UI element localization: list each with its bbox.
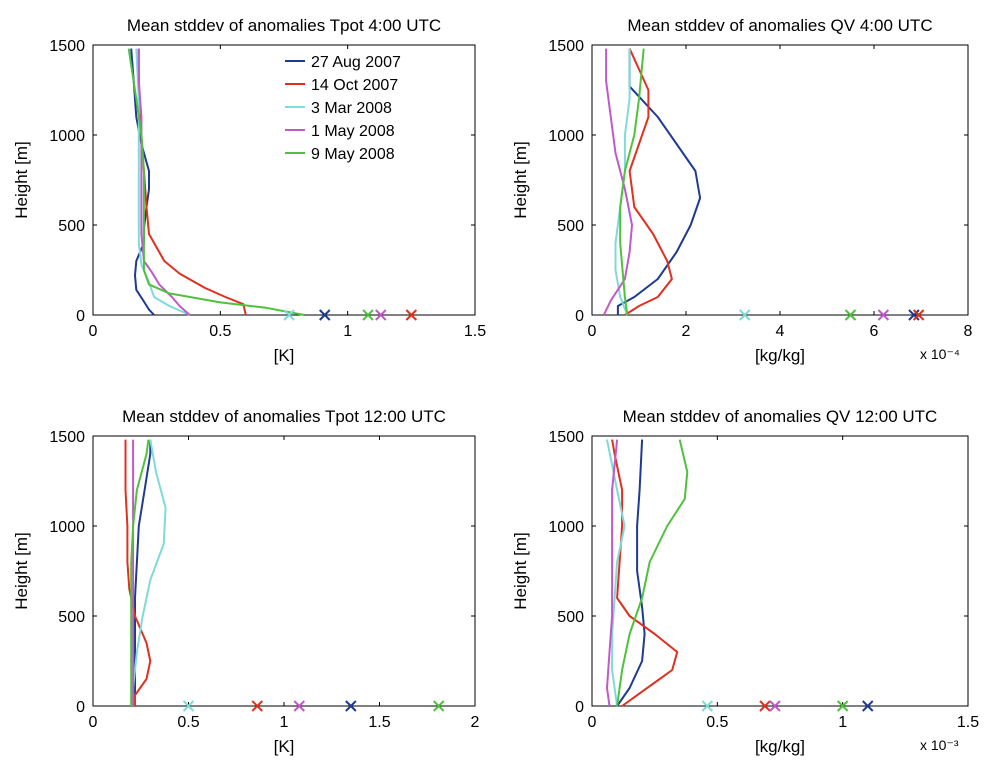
legend-entry: 9 May 2008 — [311, 146, 395, 163]
x-tick-label: 0 — [89, 323, 98, 340]
cross-marker-27-aug-2007 — [319, 309, 331, 321]
subplot-4: Mean stddev of anomalies QV 12:00 UTC 0 0.… — [511, 407, 979, 756]
y-tick-label: 1000 — [49, 519, 85, 536]
x-tick-label: 1 — [343, 323, 352, 340]
legend-entry: 27 Aug 2007 — [311, 54, 401, 71]
cross-marker-1-may-2008 — [877, 309, 890, 321]
series-line-27-aug-2007 — [134, 439, 152, 706]
series-line-27-aug-2007 — [616, 439, 646, 707]
x-axis-multiplier: x 10⁻³ — [920, 737, 959, 753]
cross-marker-14-oct-2007 — [912, 309, 925, 321]
x-tick-label: 6 — [870, 323, 879, 340]
x-tick-label: 1 — [838, 714, 847, 731]
series-line-3-mar-2008 — [606, 439, 626, 707]
axes-box — [92, 44, 476, 316]
cross-marker-14-oct-2007 — [251, 700, 263, 712]
cross-marker-1-may-2008 — [769, 700, 781, 712]
subplot-title: Mean stddev of anomalies Tpot 4:00 UTC — [127, 16, 441, 35]
x-axis-label: [kg/kg] — [755, 737, 805, 756]
cross-marker-1-may-2008 — [293, 700, 305, 712]
series-line-9-may-2008 — [619, 48, 645, 316]
series-line-27-aug-2007 — [616, 48, 702, 315]
y-tick-label: 500 — [557, 218, 584, 235]
y-tick-label: 500 — [58, 609, 85, 626]
cross-marker-14-oct-2007 — [405, 309, 418, 321]
y-tick-label: 500 — [58, 218, 85, 235]
series-line-1-may-2008 — [606, 439, 619, 707]
x-axis-multiplier: x 10⁻⁴ — [920, 346, 960, 362]
y-tick-label: 0 — [575, 699, 584, 716]
cross-marker-27-aug-2007 — [908, 309, 920, 321]
x-axis-label: [K] — [274, 737, 295, 756]
legend-entry: 1 May 2008 — [311, 123, 395, 140]
x-tick-label: 0 — [89, 714, 98, 731]
series-line-9-may-2008 — [616, 439, 689, 707]
x-tick-label: 8 — [964, 323, 973, 340]
cross-marker-3-mar-2008 — [283, 309, 295, 321]
y-tick-label: 1500 — [49, 429, 85, 446]
cross-marker-9-may-2008 — [844, 309, 857, 321]
series-line-1-may-2008 — [602, 48, 633, 316]
series-line-9-may-2008 — [130, 439, 150, 706]
y-axis-label: Height [m] — [511, 532, 530, 609]
x-tick-label: 4 — [776, 323, 785, 340]
y-tick-label: 1000 — [548, 519, 584, 536]
cross-marker-27-aug-2007 — [345, 700, 357, 712]
series-line-1-may-2008 — [137, 48, 191, 316]
y-tick-label: 0 — [76, 308, 85, 325]
x-tick-label: 2 — [471, 714, 480, 731]
y-tick-label: 0 — [575, 308, 584, 325]
series-line-9-may-2008 — [127, 48, 305, 316]
x-axis-label: [kg/kg] — [755, 346, 805, 365]
series-line-14-oct-2007 — [137, 48, 247, 316]
y-tick-label: 0 — [76, 699, 85, 716]
x-tick-label: 0.5 — [177, 714, 199, 731]
y-tick-label: 1500 — [49, 38, 85, 55]
legend: 27 Aug 2007 14 Oct 2007 3 Mar 2008 1 May 20… — [285, 54, 401, 163]
legend-entry: 3 Mar 2008 — [311, 100, 392, 117]
cross-marker-3-mar-2008 — [182, 700, 195, 712]
x-tick-label: 1 — [280, 714, 289, 731]
cross-marker-1-may-2008 — [375, 309, 387, 321]
cross-marker-9-may-2008 — [362, 309, 374, 321]
series-line-14-oct-2007 — [124, 439, 152, 706]
subplot-title: Mean stddev of anomalies Tpot 12:00 UTC — [122, 407, 446, 426]
x-tick-label: 0.5 — [706, 714, 728, 731]
x-tick-label: 1.5 — [368, 714, 390, 731]
y-axis-label: Height [m] — [511, 141, 530, 218]
y-tick-label: 1000 — [49, 128, 85, 145]
x-tick-label: 0 — [588, 714, 597, 731]
y-tick-label: 1500 — [548, 38, 584, 55]
axes-box — [591, 44, 969, 316]
y-tick-label: 1500 — [548, 429, 584, 446]
series-line-3-mar-2008 — [132, 439, 167, 706]
axes-box — [591, 435, 969, 707]
legend-entry: 14 Oct 2007 — [311, 77, 398, 94]
cross-marker-14-oct-2007 — [759, 700, 771, 712]
subplot-2: Mean stddev of anomalies QV 4:00 UTC 0 2 4 6… — [511, 16, 973, 365]
x-tick-label: 0 — [588, 323, 597, 340]
x-tick-label: 1.5 — [464, 323, 486, 340]
series-line-14-oct-2007 — [624, 48, 673, 316]
x-axis-label: [K] — [274, 346, 295, 365]
y-tick-label: 1000 — [548, 128, 584, 145]
x-tick-label: 0.5 — [209, 323, 231, 340]
cross-marker-9-may-2008 — [836, 700, 849, 712]
subplot-title: Mean stddev of anomalies QV 12:00 UTC — [623, 407, 938, 426]
cross-marker-27-aug-2007 — [862, 700, 874, 712]
subplot-title: Mean stddev of anomalies QV 4:00 UTC — [627, 16, 932, 35]
x-tick-label: 1.5 — [957, 714, 979, 731]
y-axis-label: Height [m] — [12, 532, 31, 609]
cross-marker-9-may-2008 — [433, 700, 445, 712]
subplot-3: Mean stddev of anomalies Tpot 12:00 UTC 0… — [12, 407, 480, 756]
x-tick-label: 2 — [682, 323, 691, 340]
series-line-14-oct-2007 — [611, 439, 679, 707]
cross-marker-3-mar-2008 — [739, 309, 751, 321]
y-axis-label: Height [m] — [12, 141, 31, 218]
y-tick-label: 500 — [557, 609, 584, 626]
cross-marker-3-mar-2008 — [701, 700, 714, 712]
